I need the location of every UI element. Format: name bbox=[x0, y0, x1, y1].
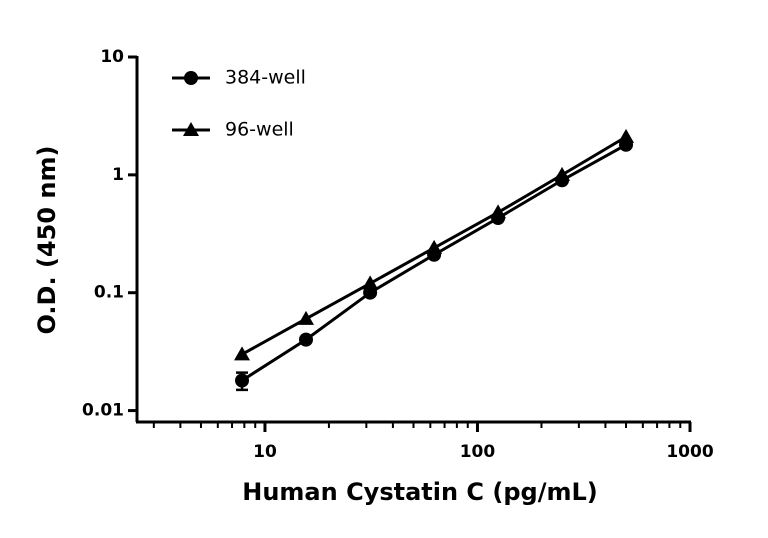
marker bbox=[490, 204, 507, 219]
y-axis-title: O.D. (450 nm) bbox=[33, 146, 61, 335]
marker bbox=[297, 310, 314, 325]
x-axis-title: Human Cystatin C (pg/mL) bbox=[242, 478, 598, 506]
marker bbox=[298, 332, 313, 347]
y-tick-label: 10 bbox=[100, 47, 124, 67]
legend-label: 384-well bbox=[225, 67, 306, 89]
marker bbox=[426, 239, 443, 254]
x-tick-label: 100 bbox=[460, 442, 496, 462]
y-tick-label: 0.1 bbox=[94, 283, 124, 303]
x-tick-label: 1000 bbox=[666, 442, 713, 462]
x-tick-label: 10 bbox=[253, 442, 277, 462]
y-tick-label: 0.01 bbox=[82, 401, 124, 421]
legend-marker bbox=[184, 71, 198, 85]
marker bbox=[235, 373, 250, 388]
marker bbox=[618, 128, 635, 143]
y-tick-label: 1 bbox=[112, 165, 124, 185]
marker bbox=[234, 346, 251, 361]
marker bbox=[554, 166, 571, 181]
legend-label: 96-well bbox=[225, 119, 294, 141]
legend-marker bbox=[183, 122, 199, 136]
marker bbox=[362, 275, 379, 290]
